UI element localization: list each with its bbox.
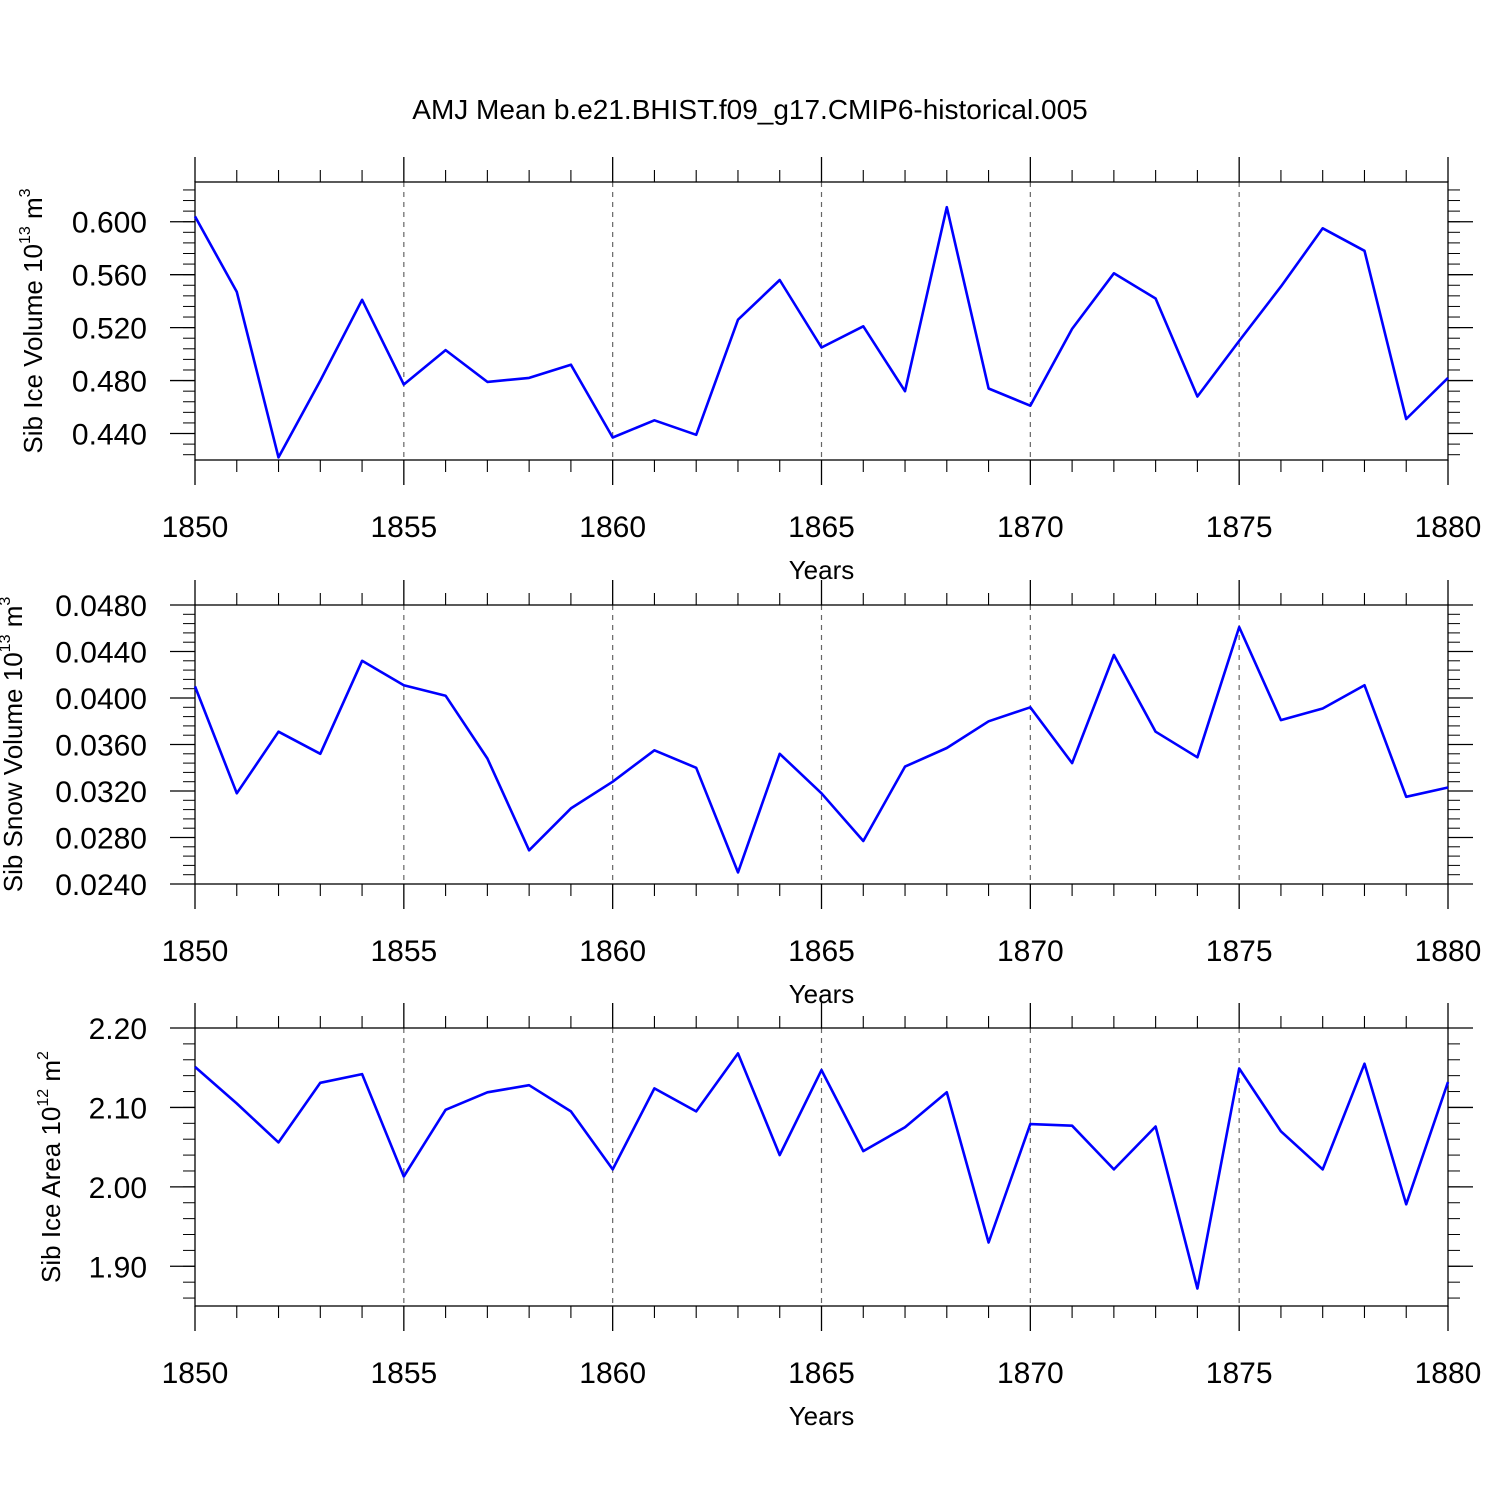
- x-tick-label: 1850: [162, 1357, 229, 1390]
- y-tick-label: 0.520: [72, 313, 147, 346]
- y-axis-title: Sib Ice Volume 1013 m3: [17, 188, 48, 453]
- x-gridlines: [403, 605, 1240, 884]
- x-tick-label: 1865: [788, 511, 855, 544]
- plot-frame: [194, 1027, 1449, 1307]
- y-tick-label: 2.00: [89, 1172, 147, 1205]
- y-axis-title-unit-exp: 3: [0, 597, 14, 606]
- y-axis-title-exp: 13: [0, 634, 14, 652]
- x-gridlines: [403, 1028, 1240, 1306]
- y-tick-label: 0.0280: [55, 823, 147, 856]
- x-tick-label: 1850: [162, 511, 229, 544]
- x-tick-label: 1850: [162, 935, 229, 968]
- y-axis-title-unit: m: [36, 1060, 66, 1089]
- y-axis-title-main: Sib Snow Volume 10: [0, 652, 28, 892]
- y-tick-label: 0.0440: [55, 637, 147, 670]
- y-axis-title-unit-exp: 3: [17, 188, 34, 197]
- y-tick-label: 0.0240: [55, 869, 147, 902]
- y-axis-title-main: Sib Ice Area 10: [36, 1107, 66, 1283]
- y-tick-label: 2.10: [89, 1092, 147, 1125]
- y-axis-title-exp: 12: [35, 1089, 52, 1107]
- x-tick-label: 1870: [997, 511, 1064, 544]
- y-tick-labels: 0.440 0.480 0.520 0.560 0.600: [72, 207, 147, 452]
- y-axis-title: Sib Snow Volume 1013 m3: [0, 597, 28, 893]
- y-tick-label: 0.560: [72, 260, 147, 293]
- chart-title: AMJ Mean b.e21.BHIST.f09_g17.CMIP6-histo…: [412, 94, 1087, 125]
- y-tick-label: 0.0320: [55, 776, 147, 809]
- y-tick-labels: 1.90 2.00 2.10 2.20: [89, 1013, 147, 1284]
- y-tick-label: 0.600: [72, 207, 147, 240]
- x-tick-label: 1855: [370, 1357, 437, 1390]
- x-tick-label: 1880: [1415, 511, 1482, 544]
- y-axis-title-unit-exp: 2: [35, 1051, 52, 1060]
- series-line: [194, 1052, 1450, 1290]
- x-tick-label: 1880: [1415, 935, 1482, 968]
- y-tick-label: 0.0400: [55, 683, 147, 716]
- x-tick-labels: 1850 1855 1860 1865 1870 1875 1880: [162, 935, 1482, 968]
- x-gridlines: [403, 182, 1240, 460]
- x-axis-title: Years: [789, 1401, 855, 1431]
- axis-ticks: [170, 580, 1473, 909]
- plot-frame: [194, 181, 1449, 461]
- y-tick-label: 0.480: [72, 366, 147, 399]
- y-axis-title-unit: m: [0, 606, 28, 635]
- x-tick-labels: 1850 1855 1860 1865 1870 1875 1880: [162, 511, 1482, 544]
- series-line: [193, 625, 1449, 874]
- y-tick-label: 0.440: [72, 419, 147, 452]
- x-tick-labels: 1850 1855 1860 1865 1870 1875 1880: [162, 1357, 1482, 1390]
- x-tick-label: 1875: [1206, 511, 1273, 544]
- x-tick-label: 1865: [788, 935, 855, 968]
- y-axis-title: Sib Ice Area 1012 m2: [35, 1051, 66, 1283]
- axis-ticks: [170, 157, 1473, 485]
- y-tick-label: 2.20: [89, 1013, 147, 1046]
- x-tick-label: 1865: [788, 1357, 855, 1390]
- panel-ice-area: 1.90 2.00 2.10 2.20 1850 1855 1860 1865 1870 187…: [35, 1003, 1481, 1431]
- y-axis-title-unit: m: [18, 197, 48, 226]
- x-tick-label: 1855: [370, 511, 437, 544]
- x-tick-label: 1860: [579, 935, 646, 968]
- x-tick-label: 1880: [1415, 1357, 1482, 1390]
- series-line: [193, 205, 1449, 459]
- panel-snow-volume: 0.0240 0.0280 0.0320 0.0360 0.0400 0.0440 0.04…: [0, 580, 1481, 1009]
- x-tick-label: 1855: [370, 935, 437, 968]
- y-axis-title-exp: 13: [17, 226, 34, 244]
- x-tick-label: 1870: [997, 935, 1064, 968]
- y-tick-label: 0.0480: [55, 590, 147, 623]
- x-tick-label: 1875: [1206, 935, 1273, 968]
- axis-ticks: [170, 1003, 1473, 1331]
- x-tick-label: 1860: [579, 511, 646, 544]
- x-tick-label: 1875: [1206, 1357, 1273, 1390]
- x-tick-label: 1870: [997, 1357, 1064, 1390]
- x-tick-label: 1860: [579, 1357, 646, 1390]
- plot-frame: [194, 604, 1449, 885]
- y-tick-label: 0.0360: [55, 730, 147, 763]
- y-tick-labels: 0.0240 0.0280 0.0320 0.0360 0.0400 0.0440 0.04…: [55, 590, 147, 902]
- y-tick-label: 1.90: [89, 1251, 147, 1284]
- y-axis-title-main: Sib Ice Volume 10: [18, 244, 48, 454]
